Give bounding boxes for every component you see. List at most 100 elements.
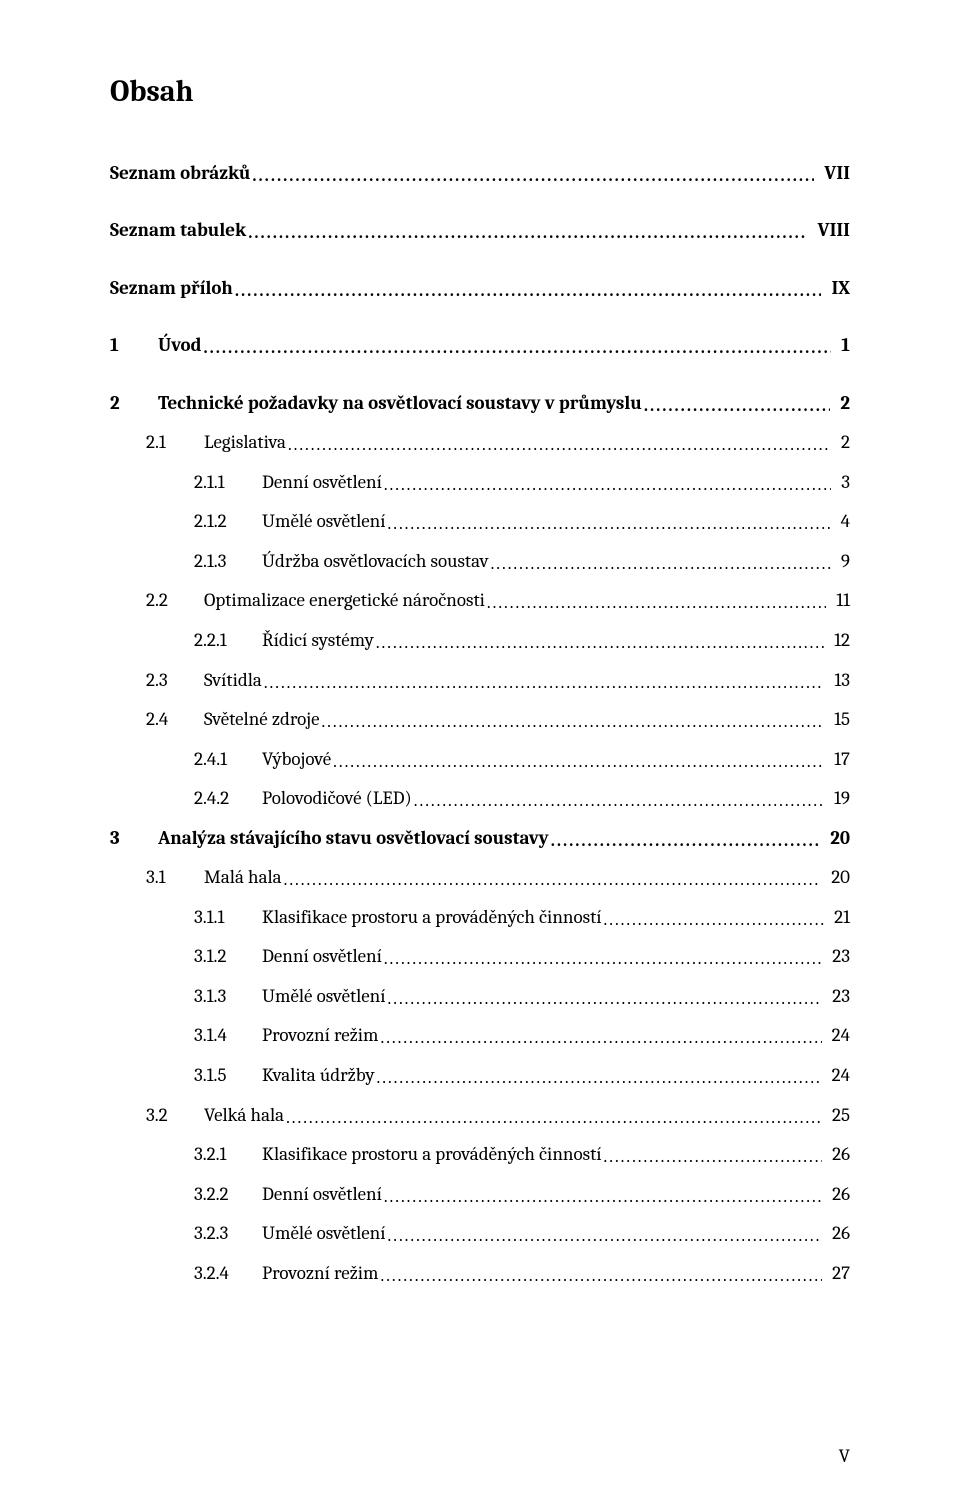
table-of-contents: Seznam obrázků VII Seznam tabulek VIII Sez… (110, 154, 850, 1294)
toc-entry: 3.1.1Klasifikace prostoru a prováděných … (110, 898, 850, 938)
toc-entry-number: 3.2.3 (194, 1220, 262, 1248)
footer-page-number: V (839, 1443, 850, 1471)
toc-entry-number: 3 (110, 825, 158, 853)
toc-entry: 3.2.2Denní osvětlení 26 (110, 1175, 850, 1215)
toc-entry-label: Seznam příloh (110, 275, 233, 303)
toc-entry-label: Údržba osvětlovacích soustav (262, 548, 489, 576)
toc-spacer (110, 193, 850, 211)
toc-entry-number: 3.1.4 (194, 1022, 262, 1050)
toc-entry-number: 2.1.2 (194, 508, 262, 536)
toc-entry-number: 2.2.1 (194, 627, 262, 655)
toc-leader-dots (551, 828, 820, 854)
toc-entry: 2.1.2Umělé osvětlení 4 (110, 502, 850, 542)
toc-entry: 2.4.2Polovodičové (LED) 19 (110, 779, 850, 819)
toc-entry-label: Řídicí systémy (262, 627, 374, 655)
toc-entry-number: 2.3 (146, 667, 204, 695)
toc-entry-page: 20 (822, 825, 850, 853)
toc-entry-page: 17 (826, 746, 850, 774)
toc-leader-dots (248, 220, 807, 246)
toc-entry-number: 1 (110, 332, 158, 360)
toc-entry: 3.1.3Umělé osvětlení 23 (110, 977, 850, 1017)
toc-entry-number: 3.1.5 (194, 1062, 262, 1090)
toc-entry-number: 2.1 (146, 429, 204, 457)
toc-entry-page: 1 (833, 332, 850, 360)
toc-leader-dots (203, 335, 831, 361)
toc-entry-page: 9 (833, 548, 850, 576)
toc-entry: 3.2.1Klasifikace prostoru a prováděných … (110, 1135, 850, 1175)
toc-leader-dots (388, 986, 823, 1012)
toc-entry-number: 2.2 (146, 587, 204, 615)
toc-spacer (110, 308, 850, 326)
toc-leader-dots (252, 163, 814, 189)
toc-entry-label: Umělé osvětlení (262, 508, 386, 536)
toc-entry-page: 19 (826, 785, 850, 813)
toc-entry-page: 24 (824, 1022, 851, 1050)
toc-entry: 3.1.4Provozní režim 24 (110, 1016, 850, 1056)
toc-entry-number: 3.1.3 (194, 983, 262, 1011)
toc-entry-label: Malá hala (204, 864, 282, 892)
toc-entry-page: 27 (824, 1260, 850, 1288)
toc-entry-number: 3.1.1 (194, 904, 262, 932)
toc-entry-number: 3.1 (146, 864, 204, 892)
toc-leader-dots (384, 1184, 822, 1210)
toc-entry-number: 2.4 (146, 706, 204, 734)
toc-leader-dots (381, 1263, 822, 1289)
toc-entry-number: 2 (110, 390, 158, 418)
toc-entry-label: Velká hala (204, 1102, 284, 1130)
toc-entry: 3.2Velká hala 25 (110, 1096, 850, 1136)
toc-leader-dots (288, 432, 831, 458)
toc-entry-page: VII (816, 160, 850, 188)
toc-entry-page: 23 (824, 983, 850, 1011)
toc-entry-label: Kvalita údržby (262, 1062, 375, 1090)
toc-entry-label: Polovodičové (LED) (262, 785, 412, 813)
toc-entry: 2.4.1Výbojové 17 (110, 740, 850, 780)
toc-entry: 3.2.3Umělé osvětlení 26 (110, 1214, 850, 1254)
toc-entry-number: 3.1.2 (194, 943, 262, 971)
toc-leader-dots (377, 1065, 822, 1091)
toc-entry: 3.2.4Provozní režim 27 (110, 1254, 850, 1294)
toc-leader-dots (286, 1105, 822, 1131)
toc-entry: 3.1.2Denní osvětlení 23 (110, 937, 850, 977)
toc-entry-page: VIII (809, 217, 850, 245)
toc-leader-dots (376, 630, 824, 656)
toc-entry-page: 13 (826, 667, 850, 695)
toc-entry-number: 2.4.1 (194, 746, 262, 774)
toc-entry-number: 2.4.2 (194, 785, 262, 813)
toc-entry-label: Umělé osvětlení (262, 1220, 386, 1248)
toc-spacer (110, 251, 850, 269)
toc-leader-dots (384, 946, 822, 972)
toc-entry-label: Denní osvětlení (262, 943, 382, 971)
toc-entry-page: 26 (824, 1181, 850, 1209)
toc-entry-page: 2 (832, 390, 850, 418)
toc-entry-page: IX (823, 275, 850, 303)
toc-entry-number: 3.2.4 (194, 1260, 262, 1288)
toc-entry-page: 21 (826, 904, 850, 932)
toc-entry: Seznam obrázků VII (110, 154, 850, 194)
toc-entry-page: 26 (824, 1141, 850, 1169)
toc-entry-label: Provozní režim (262, 1022, 379, 1050)
toc-entry-label: Klasifikace prostoru a prováděných činno… (262, 1141, 602, 1169)
toc-entry: 2.3Svítidla 13 (110, 661, 850, 701)
toc-entry: 2.1.1Denní osvětlení 3 (110, 463, 850, 503)
toc-entry-label: Denní osvětlení (262, 1181, 382, 1209)
toc-entry-label: Analýza stávajícího stavu osvětlovací so… (158, 825, 549, 853)
toc-entry-page: 4 (832, 508, 850, 536)
page-title: Obsah (110, 70, 850, 114)
toc-leader-dots (604, 1144, 822, 1170)
toc-entry-label: Klasifikace prostoru a prováděných činno… (262, 904, 602, 932)
toc-entry: 2.4Světelné zdroje 15 (110, 700, 850, 740)
toc-entry-page: 24 (824, 1062, 851, 1090)
toc-entry: 3.1Malá hala 20 (110, 858, 850, 898)
toc-entry: 2.1Legislativa 2 (110, 423, 850, 463)
toc-entry: 3Analýza stávajícího stavu osvětlovací s… (110, 819, 850, 859)
toc-entry-number: 3.2.2 (194, 1181, 262, 1209)
toc-entry-page: 23 (824, 943, 850, 971)
toc-entry-label: Seznam tabulek (110, 217, 246, 245)
toc-entry: 2.2.1Řídicí systémy 12 (110, 621, 850, 661)
toc-leader-dots (388, 1223, 822, 1249)
toc-entry-label: Optimalizace energetické náročnosti (204, 587, 485, 615)
toc-leader-dots (235, 278, 821, 304)
toc-entry-page: 20 (823, 864, 850, 892)
toc-leader-dots (381, 1025, 822, 1051)
toc-entry-label: Svítidla (204, 667, 262, 695)
